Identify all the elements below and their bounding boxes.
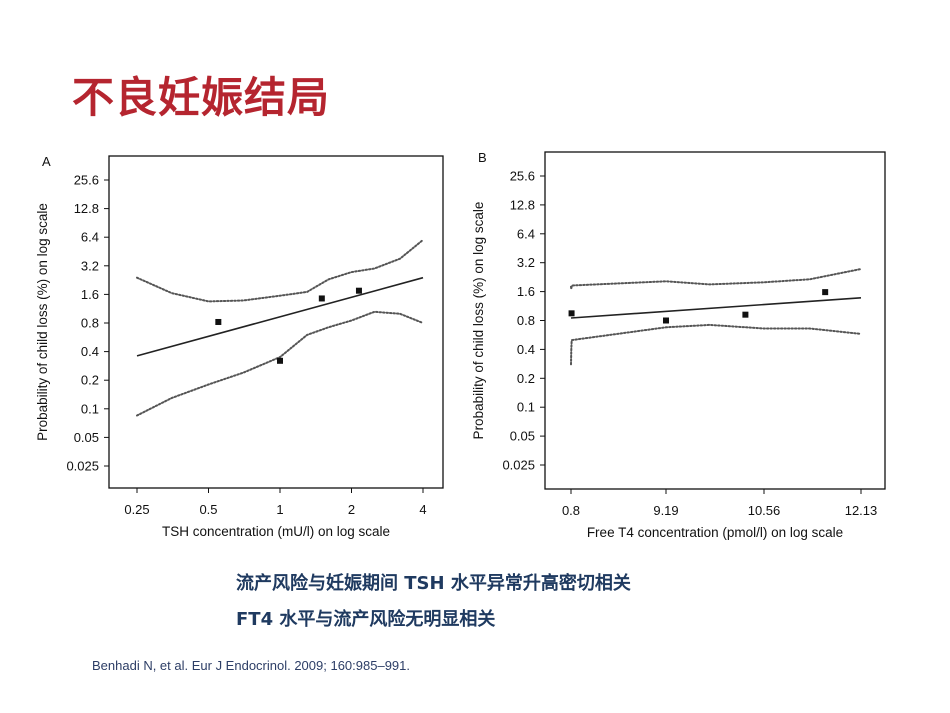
y-tick-label: 0.1 <box>517 400 535 415</box>
x-axis-label: TSH concentration (mU/l) on log scale <box>162 524 390 539</box>
y-tick-label: 0.8 <box>517 313 535 328</box>
data-point <box>318 295 325 302</box>
conclusion-ft4: FT4 水平与流产风险无明显相关 <box>236 609 496 630</box>
panel-label: A <box>42 154 51 169</box>
y-tick-label: 25.6 <box>510 169 535 184</box>
data-point <box>742 311 749 318</box>
y-axis-label: Probability of child loss (%) on log sca… <box>471 202 486 440</box>
ci-lower-band <box>136 310 424 417</box>
x-tick-label: 1 <box>276 502 283 517</box>
data-point <box>822 289 829 296</box>
y-tick-label: 0.2 <box>81 373 99 388</box>
ci-upper-band <box>570 268 862 290</box>
y-tick-label: 1.6 <box>81 287 99 302</box>
y-tick-label: 6.4 <box>517 226 535 241</box>
x-tick-label: 9.19 <box>653 503 678 518</box>
y-tick-label: 3.2 <box>81 258 99 273</box>
y-tick-label: 1.6 <box>517 284 535 299</box>
y-tick-label: 0.05 <box>510 429 535 444</box>
x-tick-label: 10.56 <box>748 503 781 518</box>
conclusion-tsh: 流产风险与妊娠期间 TSH 水平异常升高密切相关 <box>236 573 631 594</box>
x-tick-label: 0.25 <box>124 502 149 517</box>
y-tick-label: 0.2 <box>517 371 535 386</box>
x-axis-label: Free T4 concentration (pmol/l) on log sc… <box>587 525 843 540</box>
y-tick-label: 0.025 <box>66 459 99 474</box>
x-tick-label: 0.8 <box>562 503 580 518</box>
y-tick-label: 0.025 <box>502 458 535 473</box>
regression-line <box>136 276 424 357</box>
x-tick-label: 4 <box>419 502 426 517</box>
x-tick-label: 2 <box>348 502 355 517</box>
citation: Benhadi N, et al. Eur J Endocrinol. 2009… <box>92 658 410 673</box>
data-point <box>355 287 362 294</box>
y-tick-label: 0.8 <box>81 316 99 331</box>
y-tick-label: 6.4 <box>81 230 99 245</box>
y-tick-label: 12.8 <box>74 201 99 216</box>
y-tick-label: 0.1 <box>81 401 99 416</box>
slide-title: 不良妊娠结局 <box>72 73 331 122</box>
x-tick-label: 12.13 <box>845 503 878 518</box>
y-tick-label: 0.05 <box>74 430 99 445</box>
data-point <box>568 310 575 317</box>
y-axis-label: Probability of child loss (%) on log sca… <box>35 203 50 441</box>
y-tick-label: 3.2 <box>517 255 535 270</box>
y-tick-label: 0.4 <box>517 342 535 357</box>
y-tick-label: 0.4 <box>81 344 99 359</box>
x-tick-label: 0.5 <box>199 502 217 517</box>
ci-upper-band <box>136 238 424 303</box>
data-point <box>277 357 283 364</box>
data-point <box>663 317 669 324</box>
y-tick-label: 25.6 <box>74 173 99 188</box>
plot-frame <box>108 155 444 489</box>
panel-label: B <box>478 150 487 165</box>
plot-frame <box>544 151 886 490</box>
ci-lower-band <box>570 323 862 366</box>
data-point <box>215 318 222 325</box>
y-tick-label: 12.8 <box>510 197 535 212</box>
conclusions: 流产风险与妊娠期间 TSH 水平异常升高密切相关 FT4 水平与流产风险无明显相… <box>236 566 706 638</box>
regression-line <box>570 297 862 319</box>
